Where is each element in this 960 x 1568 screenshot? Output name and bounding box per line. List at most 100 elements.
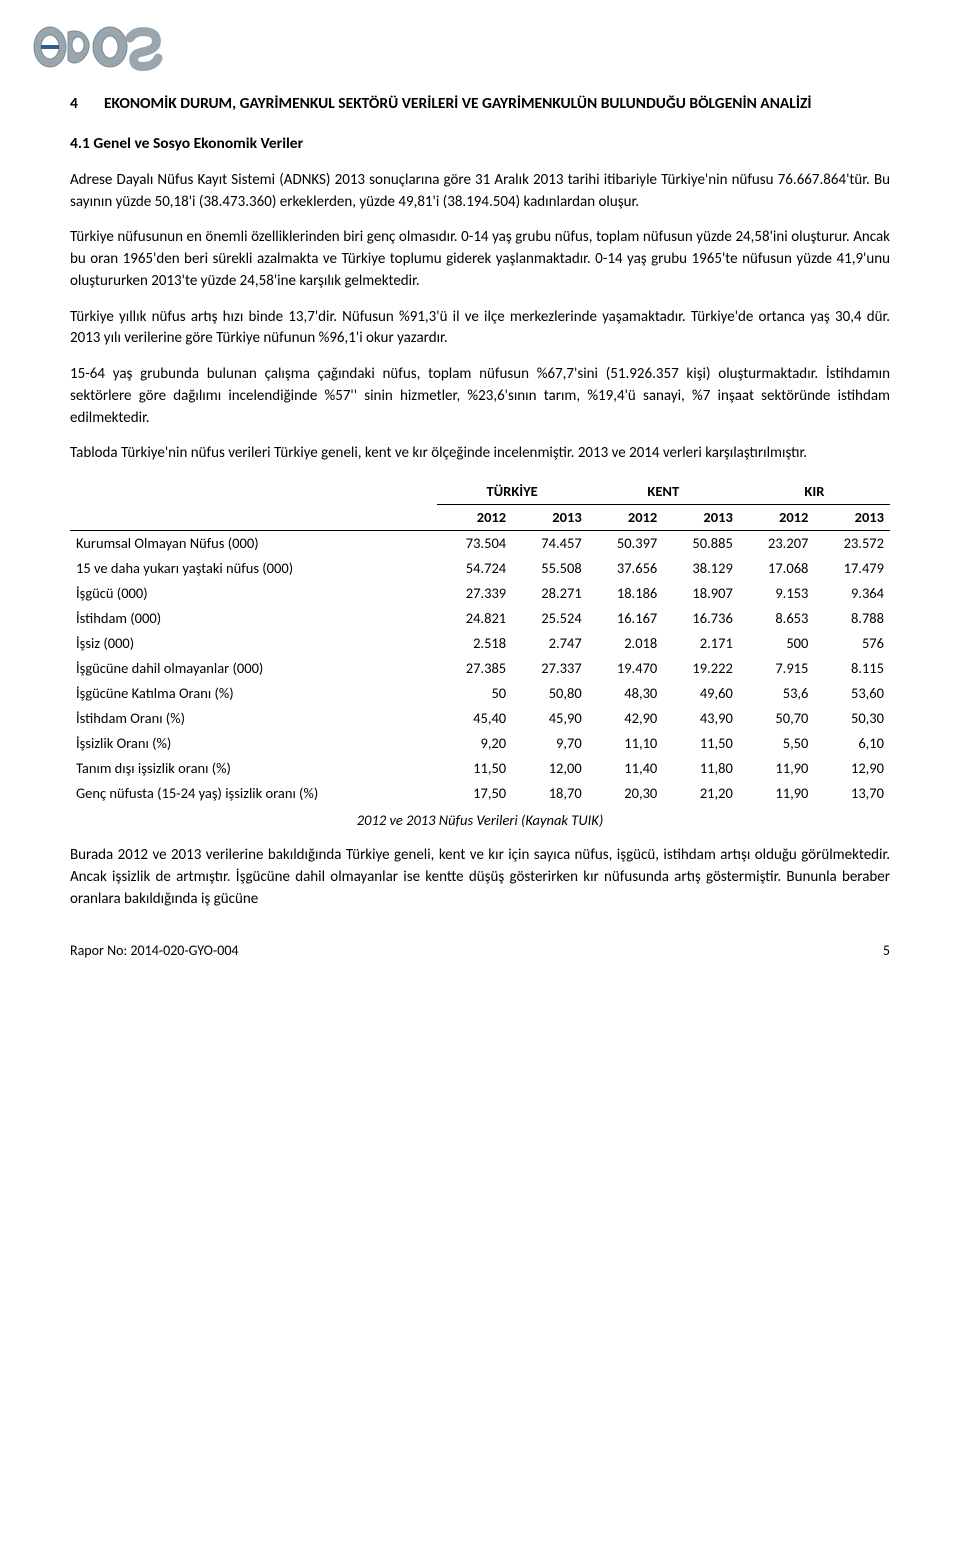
table-cell: 17,50 xyxy=(437,781,513,806)
table-cell: 37.656 xyxy=(588,556,664,581)
table-cell: 27.339 xyxy=(437,581,513,606)
table-cell: 500 xyxy=(739,631,815,656)
table-cell: 12,00 xyxy=(512,756,588,781)
table-blank-header xyxy=(70,479,437,505)
table-cell: 11,50 xyxy=(663,731,739,756)
table-cell: 576 xyxy=(814,631,890,656)
table-row: İşsizlik Oranı (%)9,209,7011,1011,505,50… xyxy=(70,731,890,756)
table-cell: 55.508 xyxy=(512,556,588,581)
table-year-header: 2013 xyxy=(663,505,739,531)
table-year-header: 2013 xyxy=(512,505,588,531)
table-cell: 17.068 xyxy=(739,556,815,581)
table-cell: 50,80 xyxy=(512,681,588,706)
table-cell: 50,70 xyxy=(739,706,815,731)
logo xyxy=(30,20,890,75)
table-cell: 9,20 xyxy=(437,731,513,756)
table-row: Tanım dışı işsizlik oranı (%)11,5012,001… xyxy=(70,756,890,781)
subsection-heading: 4.1 Genel ve Sosyo Ekonomik Veriler xyxy=(70,133,890,155)
table-cell: 5,50 xyxy=(739,731,815,756)
table-cell: 8.653 xyxy=(739,606,815,631)
table-cell: 49,60 xyxy=(663,681,739,706)
table-year-header: 2012 xyxy=(739,505,815,531)
paragraph: 15-64 yaş grubunda bulunan çalışma çağın… xyxy=(70,364,890,429)
table-cell: 18.186 xyxy=(588,581,664,606)
table-cell: 45,40 xyxy=(437,706,513,731)
table-row-label: İşgücüne dahil olmayanlar (000) xyxy=(70,656,437,681)
table-cell: 12,90 xyxy=(814,756,890,781)
table-cell: 9.153 xyxy=(739,581,815,606)
table-cell: 18,70 xyxy=(512,781,588,806)
table-row: 15 ve daha yukarı yaştaki nüfus (000)54.… xyxy=(70,556,890,581)
table-cell: 42,90 xyxy=(588,706,664,731)
table-cell: 38.129 xyxy=(663,556,739,581)
report-number: Rapor No: 2014-020-GYO-004 xyxy=(70,941,239,961)
table-row: İstihdam Oranı (%)45,4045,9042,9043,9050… xyxy=(70,706,890,731)
table-row-label: İşsizlik Oranı (%) xyxy=(70,731,437,756)
table-cell: 53,6 xyxy=(739,681,815,706)
table-cell: 2.518 xyxy=(437,631,513,656)
section-number: 4 xyxy=(70,93,104,115)
paragraph: Adrese Dayalı Nüfus Kayıt Sistemi (ADNKS… xyxy=(70,170,890,214)
table-cell: 11,40 xyxy=(588,756,664,781)
table-cell: 19.470 xyxy=(588,656,664,681)
table-year-header: 2013 xyxy=(814,505,890,531)
table-cell: 8.115 xyxy=(814,656,890,681)
table-row: İşgücüne dahil olmayanlar (000)27.38527.… xyxy=(70,656,890,681)
table-cell: 2.747 xyxy=(512,631,588,656)
table-row-label: İstihdam (000) xyxy=(70,606,437,631)
paragraph: Türkiye nüfusunun en önemli özelliklerin… xyxy=(70,227,890,292)
table-row: İşgücüne Katılma Oranı (%)5050,8048,3049… xyxy=(70,681,890,706)
paragraph: Burada 2012 ve 2013 verilerine bakıldığı… xyxy=(70,845,890,910)
subsection-number: 4.1 xyxy=(70,134,90,153)
table-row: Genç nüfusta (15-24 yaş) işsizlik oranı … xyxy=(70,781,890,806)
table-cell: 50.885 xyxy=(663,531,739,557)
table-cell: 43,90 xyxy=(663,706,739,731)
table-cell: 18.907 xyxy=(663,581,739,606)
table-cell: 17.479 xyxy=(814,556,890,581)
table-row-label: İşsiz (000) xyxy=(70,631,437,656)
table-cell: 23.207 xyxy=(739,531,815,557)
table-cell: 21,20 xyxy=(663,781,739,806)
table-cell: 48,30 xyxy=(588,681,664,706)
table-cell: 45,90 xyxy=(512,706,588,731)
subsection-title-text: Genel ve Sosyo Ekonomik Veriler xyxy=(93,134,303,153)
table-group-header: KIR xyxy=(739,479,890,505)
table-caption: 2012 ve 2013 Nüfus Verileri (Kaynak TUIK… xyxy=(70,810,890,831)
table-blank-header xyxy=(70,505,437,531)
table-row: İşgücü (000)27.33928.27118.18618.9079.15… xyxy=(70,581,890,606)
table-cell: 20,30 xyxy=(588,781,664,806)
table-cell: 11,80 xyxy=(663,756,739,781)
page-footer: Rapor No: 2014-020-GYO-004 5 xyxy=(70,941,890,961)
table-cell: 16.736 xyxy=(663,606,739,631)
paragraph: Tabloda Türkiye'nin nüfus verileri Türki… xyxy=(70,443,890,465)
page-number: 5 xyxy=(883,941,890,961)
data-table: TÜRKİYEKENTKIR201220132012201320122013Ku… xyxy=(70,479,890,806)
table-cell: 11,90 xyxy=(739,781,815,806)
table-cell: 27.385 xyxy=(437,656,513,681)
table-cell: 50.397 xyxy=(588,531,664,557)
table-cell: 11,50 xyxy=(437,756,513,781)
table-cell: 9.364 xyxy=(814,581,890,606)
table-row-label: Tanım dışı işsizlik oranı (%) xyxy=(70,756,437,781)
table-cell: 54.724 xyxy=(437,556,513,581)
table-cell: 7.915 xyxy=(739,656,815,681)
table-cell: 50,30 xyxy=(814,706,890,731)
table-row-label: İşgücü (000) xyxy=(70,581,437,606)
table-cell: 23.572 xyxy=(814,531,890,557)
table-cell: 53,60 xyxy=(814,681,890,706)
table-row-label: 15 ve daha yukarı yaştaki nüfus (000) xyxy=(70,556,437,581)
table-cell: 8.788 xyxy=(814,606,890,631)
table-row: İstihdam (000)24.82125.52416.16716.7368.… xyxy=(70,606,890,631)
table-group-header: TÜRKİYE xyxy=(437,479,588,505)
table-cell: 24.821 xyxy=(437,606,513,631)
section-title-text: EKONOMİK DURUM, GAYRİMENKUL SEKTÖRÜ VERİ… xyxy=(104,93,890,115)
table-row: Kurumsal Olmayan Nüfus (000)73.50474.457… xyxy=(70,531,890,557)
table-cell: 73.504 xyxy=(437,531,513,557)
table-year-header: 2012 xyxy=(437,505,513,531)
table-cell: 11,90 xyxy=(739,756,815,781)
table-cell: 11,10 xyxy=(588,731,664,756)
table-cell: 25.524 xyxy=(512,606,588,631)
table-cell: 19.222 xyxy=(663,656,739,681)
table-cell: 2.171 xyxy=(663,631,739,656)
table-row-label: Genç nüfusta (15-24 yaş) işsizlik oranı … xyxy=(70,781,437,806)
